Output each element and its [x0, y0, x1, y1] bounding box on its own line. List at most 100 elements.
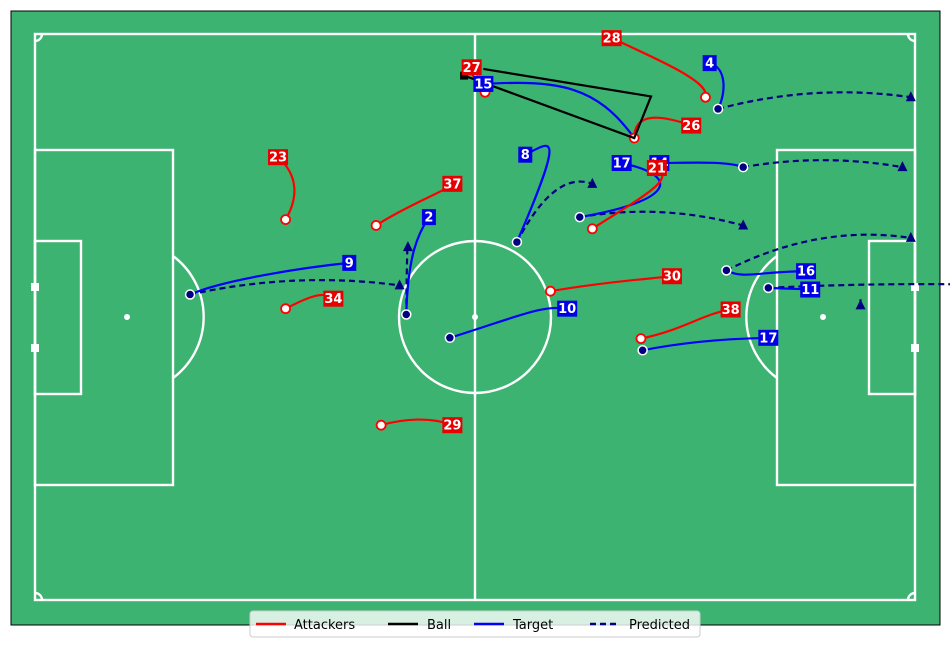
- right-penalty-arc: [745, 255, 778, 379]
- attacker-21-8-marker: [586, 223, 598, 235]
- legend-attackers-label: Attackers: [294, 618, 355, 633]
- target-17-9-marker: [637, 345, 648, 356]
- attacker-38-10-label-box: [720, 301, 741, 318]
- target-8-2-path: [515, 144, 551, 243]
- target-2-5-label-box: [421, 209, 436, 226]
- attacker-23-1-label-box: [268, 149, 289, 166]
- predicted-end-marker-4: [905, 91, 916, 102]
- left-penalty-arc: [172, 255, 205, 379]
- attacker-29-4-label-box: [442, 417, 463, 434]
- attacker-26-7-label: 26: [682, 119, 700, 134]
- corner-arc-bottom-left: [34, 591, 44, 601]
- target-11-10-label-box: [800, 281, 821, 298]
- attacker-29-4-label: 29: [443, 419, 461, 434]
- target-16-8-label: 16: [797, 265, 815, 280]
- pitch-markings: [33, 32, 917, 602]
- labels-layer: 1548171429101617112223373429272826213038: [268, 30, 821, 434]
- predicted-end-marker-17: [738, 219, 749, 230]
- target-9-6-path: [189, 261, 350, 296]
- target-11-10-label: 11: [801, 283, 819, 298]
- attacker-28-6-label-box: [601, 30, 622, 47]
- left-goal-post-bottom: [31, 344, 39, 352]
- attacker-26-7-label-box: [681, 117, 702, 134]
- ball-path: [463, 67, 653, 140]
- predicted-end-marker-9: [394, 279, 405, 290]
- target-9-6-marker: [184, 289, 196, 300]
- pitch: [10, 10, 941, 626]
- predicted-end-marker-8: [587, 177, 598, 188]
- left-goal-post-top: [31, 283, 39, 291]
- center-circle: [397, 239, 553, 395]
- right-goal-post-bottom: [911, 344, 919, 352]
- target-17-3-marker: [574, 211, 586, 223]
- attacker-37-2-label: 37: [443, 177, 461, 192]
- target-9-6-label: 9: [345, 256, 354, 271]
- right-penalty-spot: [820, 314, 826, 320]
- corner-arc-top-right: [906, 33, 916, 43]
- ball-marker: [460, 71, 469, 80]
- target-17-3-path: [579, 161, 662, 219]
- target-10-7-marker: [444, 332, 456, 344]
- target-17-9-label: 17: [759, 331, 777, 346]
- target-8-2-marker: [511, 236, 523, 248]
- legend-target-label: Target: [512, 618, 553, 633]
- attacker-23-1-marker: [280, 214, 291, 226]
- attacker-37-2-marker: [370, 220, 382, 231]
- attacker-37-2-label-box: [442, 175, 463, 192]
- target-16-8-marker: [721, 265, 732, 276]
- attacker-34-3-label-box: [323, 290, 344, 307]
- predicted-path-14: [742, 159, 903, 169]
- corner-arc-top-left: [34, 33, 44, 43]
- target-8-2-label-box: [518, 146, 533, 163]
- attacker-28-6-marker: [700, 91, 711, 103]
- predicted-end-marker-14: [897, 161, 908, 172]
- ball-layer: [460, 67, 653, 140]
- attacker-23-1-label: 23: [269, 151, 287, 166]
- left-penalty-spot: [124, 314, 130, 320]
- target-14-4-marker: [737, 161, 749, 173]
- attacker-38-10-marker: [635, 333, 647, 345]
- predicted-path-11: [768, 283, 950, 289]
- target-17-3-label-box: [611, 155, 632, 172]
- predicted-path-16: [725, 233, 911, 272]
- attacker-30-9-label-box: [661, 268, 682, 285]
- target-15-0-label: 15: [474, 77, 492, 92]
- attacker-27-5-label: 27: [463, 61, 481, 76]
- predicted-path-17: [579, 210, 744, 227]
- target-17-9-label-box: [758, 329, 779, 346]
- attacker-27-5-label-box: [461, 59, 482, 76]
- target-4-1-label: 4: [705, 57, 714, 72]
- predicted-end-marker-38: [855, 299, 866, 310]
- target-15-0-path: [483, 81, 636, 139]
- legend-predicted-label: Predicted: [629, 618, 690, 633]
- target-16-8-path: [725, 269, 807, 276]
- target-10-7-label-box: [557, 300, 578, 317]
- attacker-34-3-label: 34: [324, 292, 342, 307]
- target-9-6-label-box: [342, 254, 357, 271]
- corner-arc-bottom-right: [906, 591, 916, 601]
- target-4-1-label-box: [702, 55, 717, 72]
- center-spot: [472, 314, 478, 320]
- target-17-3-label: 17: [613, 157, 631, 172]
- legend-ball-label: Ball: [427, 618, 451, 633]
- attacker-28-6-label: 28: [603, 32, 621, 47]
- target-15-0-label-box: [473, 75, 494, 92]
- target-11-10-marker: [763, 282, 774, 294]
- attacker-30-9-label: 30: [663, 270, 681, 285]
- predicted-path-8: [515, 180, 593, 243]
- left-goal-box: [33, 239, 83, 396]
- target-4-1-marker: [712, 103, 724, 115]
- predicted-end-marker-2: [402, 241, 413, 252]
- target-2-5-label: 2: [424, 211, 433, 226]
- attacker-21-8-label-box: [646, 160, 667, 177]
- predicted-path-9: [189, 279, 400, 296]
- predicted-end-marker-16: [905, 231, 916, 242]
- attacker-34-3-marker: [280, 303, 291, 315]
- target-10-7-label: 10: [558, 302, 576, 317]
- target-2-5-marker: [401, 309, 412, 320]
- predicted-path-4: [717, 91, 911, 110]
- attacker-30-9-marker: [545, 285, 556, 297]
- target-17-9-path: [642, 336, 769, 352]
- legend: Attackers Ball Target Predicted: [249, 610, 701, 638]
